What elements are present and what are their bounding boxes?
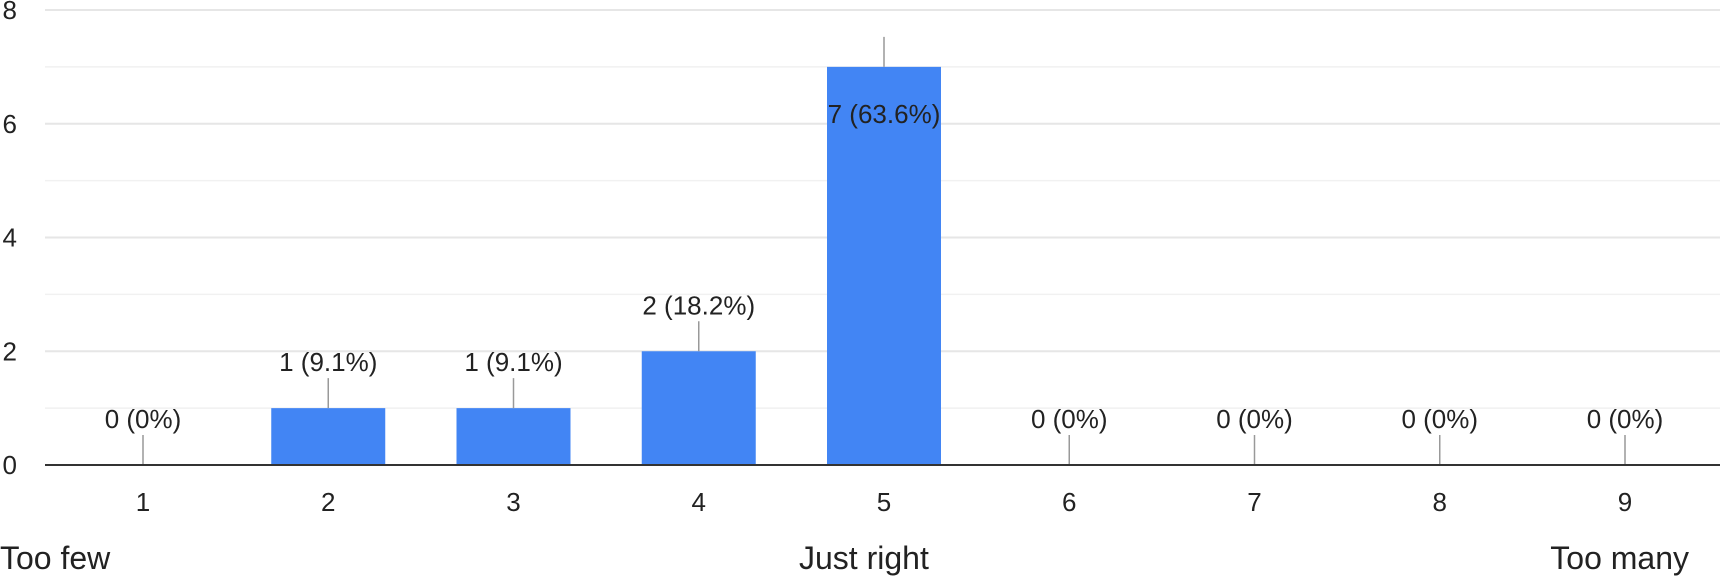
data-label: 0 (0%) xyxy=(1031,404,1108,434)
data-label: 7 (63.6%) xyxy=(828,99,941,129)
data-label: 0 (0%) xyxy=(105,404,182,434)
x-tick-label: 7 xyxy=(1247,487,1261,517)
data-label: 0 (0%) xyxy=(1216,404,1293,434)
bar xyxy=(827,66,941,465)
x-tick-label: 8 xyxy=(1433,487,1447,517)
y-tick-label: 4 xyxy=(3,223,17,253)
y-tick-label: 0 xyxy=(3,450,17,480)
y-tick-label: 8 xyxy=(3,0,17,25)
x-tick-label: 6 xyxy=(1062,487,1076,517)
data-label: 1 (9.1%) xyxy=(279,347,377,377)
x-tick-label: 9 xyxy=(1618,487,1632,517)
x-tick-label: 1 xyxy=(136,487,150,517)
bar xyxy=(641,351,756,465)
x-tick-label: 2 xyxy=(321,487,335,517)
x-tick-label: 5 xyxy=(877,487,891,517)
x-tick-label: 3 xyxy=(506,487,520,517)
bar xyxy=(271,408,386,465)
data-label: 0 (0%) xyxy=(1401,404,1478,434)
scale-label-middle: Just right xyxy=(799,540,929,576)
data-label: 2 (18.2%) xyxy=(642,290,755,320)
data-label: 0 (0%) xyxy=(1587,404,1664,434)
y-tick-label: 6 xyxy=(3,109,17,139)
scale-label-right: Too many xyxy=(1550,540,1689,576)
data-label: 1 (9.1%) xyxy=(464,347,562,377)
y-tick-label: 2 xyxy=(3,336,17,366)
scale-label-left: Too few xyxy=(0,540,111,576)
bar xyxy=(456,408,571,465)
x-tick-label: 4 xyxy=(692,487,706,517)
